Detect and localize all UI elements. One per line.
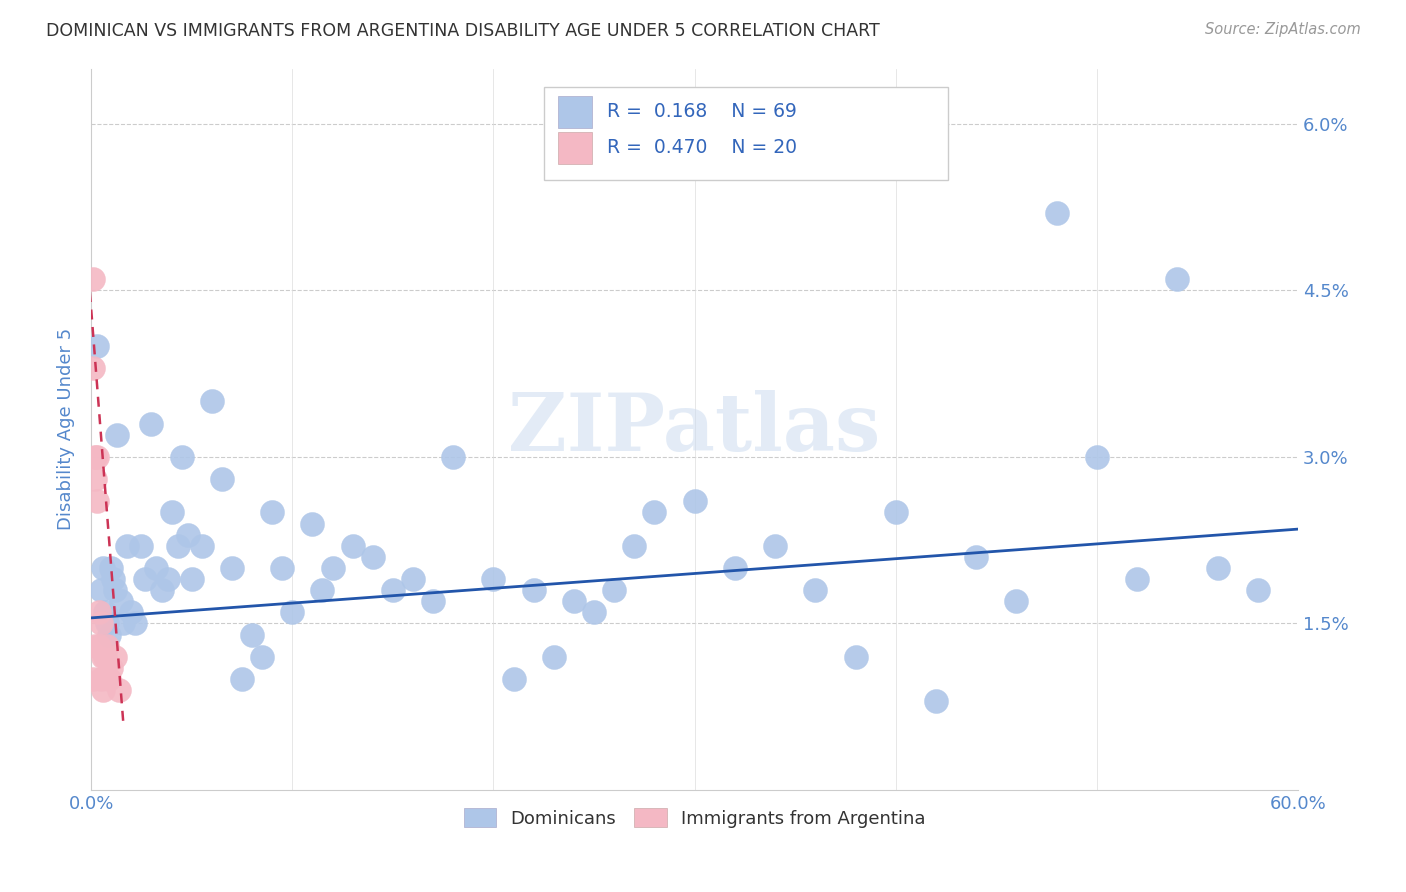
Point [170,450,193,464]
Point [201,394,224,409]
Point [90,672,112,686]
Point [1166,272,1188,286]
Point [91,649,114,664]
Point [422,594,444,608]
Point [583,605,606,619]
Point [262,506,284,520]
Point [402,572,425,586]
Point [1085,450,1108,464]
Point [94,605,117,619]
Point [221,561,243,575]
Point [112,616,135,631]
Point [160,506,183,520]
Point [134,572,156,586]
Point [1206,561,1229,575]
Point [543,649,565,664]
Point [301,516,323,531]
Point [1247,583,1270,598]
Point [105,427,128,442]
Point [100,661,122,675]
Point [271,561,294,575]
Point [603,583,626,598]
Point [342,539,364,553]
Point [120,605,142,619]
Point [361,549,384,564]
Point [925,694,948,708]
Point [84,639,107,653]
Point [763,539,786,553]
Point [89,605,111,619]
Y-axis label: Disability Age Under 5: Disability Age Under 5 [58,328,75,531]
Point [523,583,546,598]
Point [562,594,585,608]
Point [96,616,118,631]
Text: Source: ZipAtlas.com: Source: ZipAtlas.com [1205,22,1361,37]
Point [884,506,907,520]
Point [91,561,114,575]
Point [86,494,108,508]
Point [86,339,108,353]
Point [231,672,253,686]
Point [166,539,188,553]
Bar [558,95,592,128]
Point [623,539,645,553]
Text: ZIPatlas: ZIPatlas [509,390,880,468]
Point [89,639,111,653]
Point [1046,206,1069,220]
FancyBboxPatch shape [544,87,948,180]
Point [965,549,987,564]
Point [110,594,132,608]
Point [90,583,112,598]
Point [180,572,202,586]
Text: R =  0.168    N = 69: R = 0.168 N = 69 [606,103,796,121]
Point [94,649,117,664]
Point [103,572,125,586]
Point [240,627,263,641]
Point [82,672,104,686]
Bar [558,132,592,164]
Point [643,506,665,520]
Point [191,539,214,553]
Point [141,417,163,431]
Point [156,572,179,586]
Point [482,572,505,586]
Point [1005,594,1028,608]
Point [84,472,107,486]
Point [441,450,464,464]
Point [844,649,866,664]
Point [82,361,104,376]
Point [91,683,114,698]
Point [84,450,107,464]
Point [322,561,344,575]
Point [804,583,827,598]
Point [502,672,524,686]
Point [90,616,112,631]
Text: DOMINICAN VS IMMIGRANTS FROM ARGENTINA DISABILITY AGE UNDER 5 CORRELATION CHART: DOMINICAN VS IMMIGRANTS FROM ARGENTINA D… [46,22,880,40]
Point [1126,572,1149,586]
Point [96,639,118,653]
Point [724,561,747,575]
Point [250,649,273,664]
Text: R =  0.470    N = 20: R = 0.470 N = 20 [606,138,797,157]
Point [381,583,404,598]
Point [98,672,121,686]
Point [104,649,127,664]
Point [131,539,153,553]
Point [145,561,167,575]
Point [211,472,233,486]
Point [82,272,104,286]
Point [177,527,200,541]
Point [117,539,139,553]
Point [86,450,108,464]
Point [281,605,304,619]
Point [98,627,121,641]
Point [104,583,127,598]
Legend: Dominicans, Immigrants from Argentina: Dominicans, Immigrants from Argentina [457,801,934,835]
Point [311,583,333,598]
Point [108,683,131,698]
Point [683,494,706,508]
Point [150,583,173,598]
Point [100,561,122,575]
Point [124,616,146,631]
